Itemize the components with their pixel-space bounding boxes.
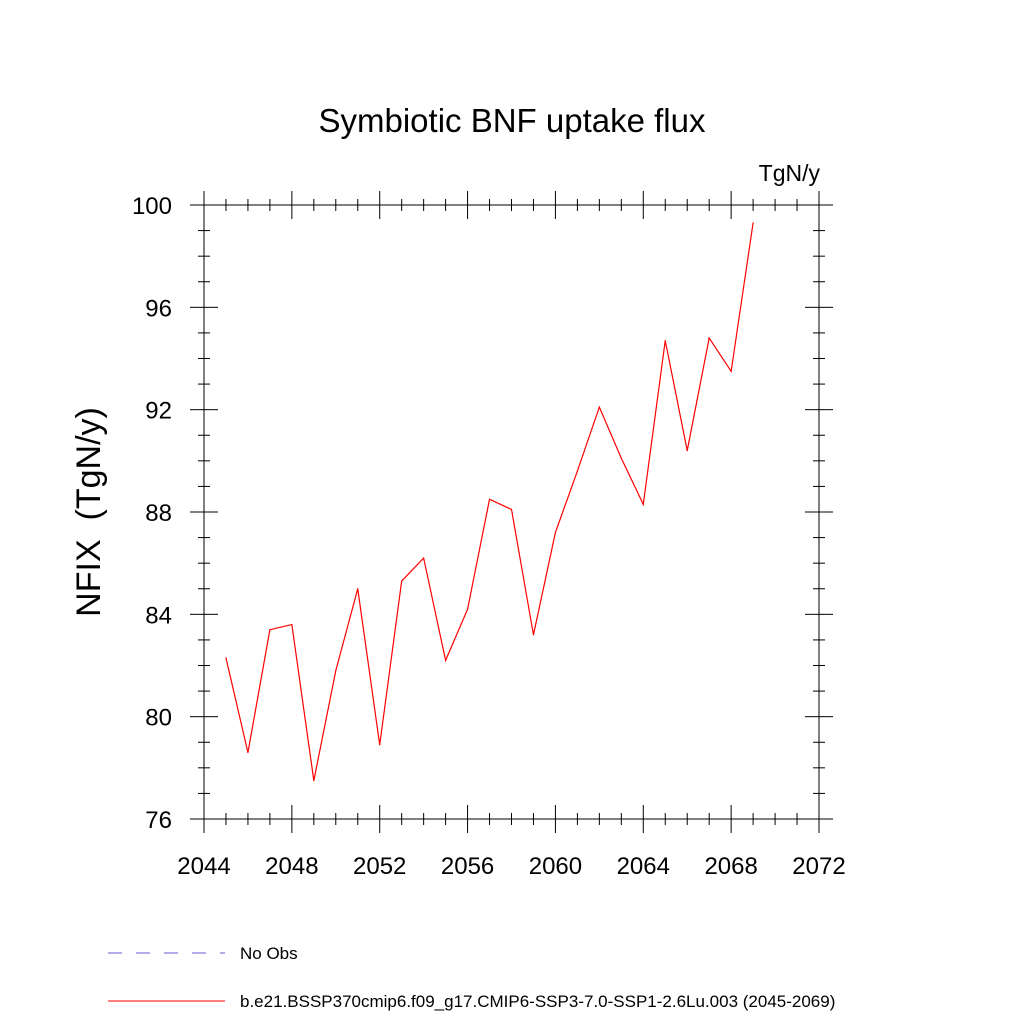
plot-frame xyxy=(203,204,820,820)
data-point xyxy=(708,337,710,339)
data-point xyxy=(532,634,535,636)
x-tick-label: 2056 xyxy=(441,853,494,880)
minor-ticks xyxy=(198,199,825,825)
y-tick-labels: 76 80 84 88 92 96 100 xyxy=(132,193,172,834)
x-tick-label: 2068 xyxy=(704,853,757,880)
x-tick-label: 2060 xyxy=(529,853,582,880)
data-point xyxy=(686,450,688,452)
data-point xyxy=(335,670,337,672)
x-tick-label: 2048 xyxy=(265,853,318,880)
data-point xyxy=(401,580,403,582)
series-line xyxy=(225,222,754,781)
data-point xyxy=(357,588,359,590)
data-point xyxy=(598,406,600,408)
data-point xyxy=(620,457,622,459)
data-point xyxy=(576,470,578,472)
legend: No Obs b.e21.BSSP370cmip6.f09_g17.CMIP6-… xyxy=(108,944,835,1011)
data-point xyxy=(445,659,447,661)
data-point xyxy=(423,557,425,559)
y-tick-label: 80 xyxy=(145,705,172,732)
data-point xyxy=(466,608,469,610)
y-tick-label: 76 xyxy=(145,807,172,834)
data-point xyxy=(313,780,315,782)
data-point xyxy=(488,498,491,500)
data-point xyxy=(752,222,754,224)
data-point xyxy=(554,531,557,534)
data-point xyxy=(730,370,732,372)
data-point xyxy=(247,751,249,754)
x-tick-labels: 2044 2048 2052 2056 2060 2064 2068 2072 xyxy=(177,853,845,880)
x-tick-label: 2072 xyxy=(792,853,845,880)
chart-title: Symbiotic BNF uptake flux xyxy=(319,102,706,139)
y-tick-label: 88 xyxy=(145,500,172,527)
data-point xyxy=(269,629,271,631)
y-tick-label: 96 xyxy=(145,295,172,322)
y-tick-label: 100 xyxy=(132,193,172,220)
y-tick-label: 92 xyxy=(145,398,172,425)
x-tick-label: 2052 xyxy=(353,853,406,880)
data-points xyxy=(225,222,754,782)
units-label: TgN/y xyxy=(759,160,821,186)
y-tick-label: 84 xyxy=(145,602,172,629)
legend-label-no-obs: No Obs xyxy=(240,944,298,963)
x-tick-label: 2044 xyxy=(177,853,230,880)
data-point xyxy=(510,508,513,511)
y-axis-label: NFIX (TgN/y) xyxy=(70,407,108,617)
legend-label-model-run: b.e21.BSSP370cmip6.f09_g17.CMIP6-SSP3-7.… xyxy=(240,992,835,1011)
data-point xyxy=(664,339,666,342)
data-point xyxy=(225,657,227,659)
x-tick-label: 2064 xyxy=(617,853,670,880)
data-point xyxy=(642,503,644,505)
data-point xyxy=(379,744,381,746)
data-point xyxy=(291,623,293,626)
